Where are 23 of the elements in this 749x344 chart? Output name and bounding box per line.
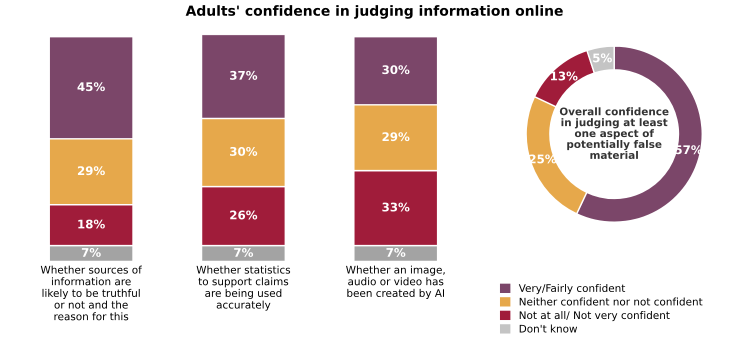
x-tick-label: Whether sources of information are likely to be truthful or not and the reason for this — [40, 266, 142, 320]
x-tick-label: Whether statistics to support claims are being used accurately — [196, 266, 290, 311]
legend-label: Very/Fairly confident — [518, 284, 626, 294]
data-label: 37% — [230, 70, 258, 80]
data-label: 18% — [78, 220, 105, 229]
data-label: 26% — [230, 210, 258, 220]
legend-label: Not at all/ Not very confident — [520, 311, 670, 322]
data-label: 30% — [230, 146, 258, 156]
data-label: 29% — [78, 166, 105, 176]
data-label: 33% — [382, 202, 410, 212]
x-tick-label: Whether an image, audio or video has been created by AI — [346, 266, 445, 300]
data-label: 5% — [593, 53, 612, 62]
data-label: 13% — [551, 72, 578, 80]
data-label: 29% — [382, 132, 410, 142]
chart-title: Adults' confidence in judging information online — [186, 5, 563, 19]
data-label: 45% — [78, 82, 105, 92]
data-label: 30% — [382, 65, 410, 74]
data-label: 7% — [234, 248, 254, 257]
data-label: 7% — [82, 248, 101, 257]
data-label: 7% — [386, 248, 406, 257]
text: Overall confidence in judging at least one aspect of potentially false material — [560, 107, 669, 160]
legend-label: Neither confident nor not confident — [520, 298, 702, 306]
legend-label: Don't know — [520, 324, 578, 333]
